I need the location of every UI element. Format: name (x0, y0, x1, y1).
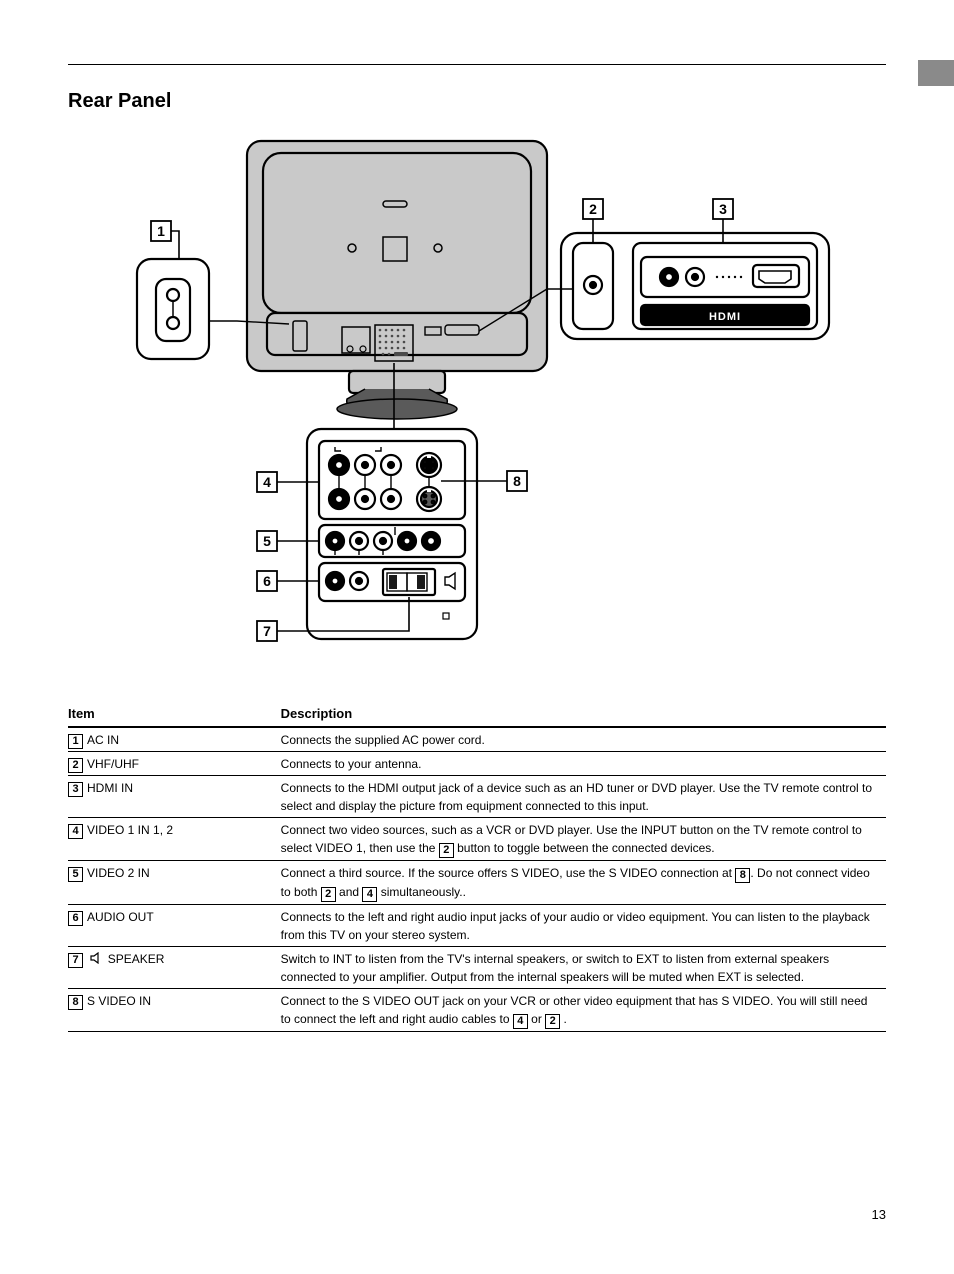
table-row: 6 AUDIO OUT Connects to the left and righ… (68, 904, 886, 946)
svg-text:2: 2 (589, 201, 597, 217)
table-row: 3 HDMI IN Connects to the HDMI output jac… (68, 775, 886, 817)
th-desc: Description (281, 701, 886, 727)
rear-panel-diagram: 1 HDMI 2 (117, 131, 837, 671)
item-label: SPEAKER (108, 952, 165, 966)
num-icon: 6 (68, 911, 83, 926)
svg-text:8: 8 (513, 473, 521, 489)
svg-text:7: 7 (263, 623, 271, 639)
item-desc: Connect two video sources, such as a VCR… (281, 817, 886, 860)
item-label: AUDIO OUT (87, 910, 154, 924)
speaker-icon (90, 952, 104, 964)
item-label: HDMI IN (87, 781, 133, 795)
item-desc: Connects to the HDMI output jack of a de… (281, 775, 886, 817)
ref-icon: 2 (321, 887, 336, 902)
item-desc: Connects to your antenna. (281, 751, 886, 775)
header-rule (68, 64, 886, 65)
item-label: VHF/UHF (87, 757, 139, 771)
table-row: 2 VHF/UHF Connects to your antenna. (68, 751, 886, 775)
item-label: VIDEO 2 IN (87, 866, 150, 880)
svg-text:4: 4 (263, 474, 271, 490)
num-icon: 4 (68, 824, 83, 839)
table-row: 5 VIDEO 2 IN Connect a third source. If t… (68, 860, 886, 904)
item-desc: Connect to the S VIDEO OUT jack on your … (281, 988, 886, 1031)
item-label: AC IN (87, 733, 119, 747)
num-icon: 8 (68, 995, 83, 1010)
table-row: 8 S VIDEO IN Connect to the S VIDEO OUT j… (68, 988, 886, 1031)
num-icon: 1 (68, 734, 83, 749)
num-icon: 3 (68, 782, 83, 797)
svg-text:5: 5 (263, 533, 271, 549)
side-tab (918, 60, 954, 86)
item-label: VIDEO 1 IN 1, 2 (87, 823, 173, 837)
page-number: 13 (872, 1207, 886, 1222)
page-title: Rear Panel (68, 90, 886, 113)
ref-icon: 8 (735, 868, 750, 883)
table-row: 7 SPEAKER Switch to INT to listen from t… (68, 946, 886, 988)
num-icon: 5 (68, 867, 83, 882)
svg-text:3: 3 (719, 201, 727, 217)
item-desc: Connect a third source. If the source of… (281, 860, 886, 904)
item-desc: Switch to INT to listen from the TV's in… (281, 946, 886, 988)
ref-icon: 4 (513, 1014, 528, 1029)
table-row: 4 VIDEO 1 IN 1, 2 Connect two video sourc… (68, 817, 886, 860)
svg-text:6: 6 (263, 573, 271, 589)
num-icon: 2 (68, 758, 83, 773)
ref-icon: 2 (439, 843, 454, 858)
page-content: Rear Panel (68, 90, 886, 1032)
rear-panel-table: Item Description 1 AC IN Connects the sup… (68, 701, 886, 1032)
th-item: Item (68, 701, 281, 727)
table-row: 1 AC IN Connects the supplied AC power co… (68, 727, 886, 752)
svg-text:HDMI: HDMI (709, 311, 741, 323)
item-desc: Connects the supplied AC power cord. (281, 727, 886, 752)
num-icon: 7 (68, 953, 83, 968)
item-desc: Connects to the left and right audio inp… (281, 904, 886, 946)
item-label: S VIDEO IN (87, 994, 151, 1008)
svg-text:1: 1 (157, 223, 165, 239)
ref-icon: 2 (545, 1014, 560, 1029)
ref-icon: 4 (362, 887, 377, 902)
